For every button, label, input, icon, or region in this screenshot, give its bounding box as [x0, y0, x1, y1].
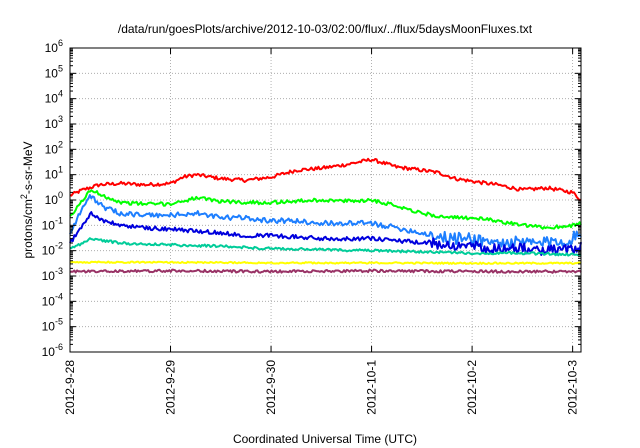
- y-tick-label: 10-6: [42, 342, 63, 359]
- series-line: [69, 260, 582, 265]
- x-axis-title: Coordinated Universal Time (UTC): [233, 432, 417, 446]
- x-tick-label: 2012-9-30: [264, 360, 278, 415]
- y-axis-title: protons/cm2-s-sr-MeV: [19, 141, 35, 258]
- y-tick-label: 104: [45, 89, 63, 106]
- x-tick-label: 2012-9-28: [63, 360, 77, 415]
- y-tick-label: 103: [45, 114, 63, 131]
- grid-lines: [70, 48, 581, 352]
- y-tick-label: 105: [45, 63, 63, 80]
- y-tick-label: 10-5: [42, 317, 63, 334]
- y-tick-label: 10-2: [42, 241, 63, 258]
- series-line: [69, 211, 582, 256]
- y-tick-label: 106: [45, 38, 63, 55]
- y-tick-label: 100: [45, 190, 63, 207]
- series-group: [69, 157, 582, 274]
- y-tick-label: 10-4: [42, 291, 63, 308]
- series-line: [69, 268, 582, 274]
- y-tick-label: 10-3: [42, 266, 63, 283]
- chart-title: /data/run/goesPlots/archive/2012-10-03/0…: [118, 22, 533, 36]
- y-tick-label: 10-1: [42, 215, 63, 232]
- x-tick-label: 2012-9-29: [164, 360, 178, 415]
- y-tick-label: 102: [45, 139, 63, 156]
- series-line: [69, 189, 582, 230]
- series-line: [69, 237, 582, 257]
- x-tick-label: 2012-10-2: [465, 360, 479, 415]
- series-line: [69, 194, 582, 251]
- y-tick-label: 101: [45, 165, 63, 182]
- axis-ticks: 106 105 104 103 102 101 100 10-1 10-2 10-3 10-4 10-…: [42, 38, 581, 415]
- series-line: [69, 157, 582, 202]
- x-tick-label: 2012-10-3: [566, 360, 580, 415]
- x-tick-label: 2012-10-1: [365, 360, 379, 415]
